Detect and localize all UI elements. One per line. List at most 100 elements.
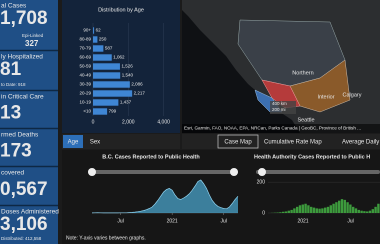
bar [335, 202, 338, 213]
bar [363, 211, 366, 213]
slider-handle[interactable] [88, 168, 96, 176]
bar [329, 205, 332, 213]
tab-active [217, 134, 259, 149]
bar [93, 54, 112, 61]
note: Note: Y-axis varies between graphs. [66, 235, 146, 241]
map-labels: Northern Interior Calgary Seattle 400 km200 … [184, 70, 362, 130]
age-chart: Distribution by Age 0 2,000 4,000 90+ 62 80-89… [79, 7, 170, 125]
bar [357, 209, 360, 213]
bar [340, 199, 344, 213]
tab[interactable]: Cumulative Rate Map [264, 140, 322, 146]
age-tabs: Age Sex [63, 135, 100, 148]
y-tick-label: 60-69 [79, 55, 91, 60]
tab[interactable]: Sex [90, 140, 100, 146]
x-tick-label: 4,000 [157, 119, 170, 125]
bar [352, 206, 355, 213]
bar [371, 209, 374, 213]
bar [366, 211, 369, 213]
bar [315, 208, 318, 213]
x-tick-label: 0 [92, 119, 95, 125]
x-tick-label: Jul [347, 218, 353, 224]
ha-cases-chart: Health Authority Cases Reported to Publi… [254, 154, 380, 224]
stat-sub-label: Distributed: 412,558 [1, 236, 42, 241]
bar [93, 72, 121, 79]
data-label: 2,217 [134, 91, 146, 96]
scale-label: 400 km [272, 101, 287, 106]
bar [338, 200, 341, 213]
stat-label: ly Hospitalized [1, 54, 43, 61]
area [92, 180, 238, 213]
data-label: 1,540 [122, 73, 134, 78]
bar [346, 202, 349, 213]
charts-panel [62, 150, 380, 244]
data-label: 799 [109, 109, 117, 114]
stat-label: al Cases [1, 3, 27, 10]
bar [93, 90, 133, 97]
bar [343, 199, 346, 213]
slider-left[interactable] [88, 168, 238, 176]
y-tick-label: 0 [262, 210, 265, 216]
attribution: Esri, Garmin, FAO, NOAA, EPA, NRCan, Par… [184, 126, 361, 131]
map-tabs: Case Map Cumulative Rate Map Average Daily… [217, 134, 380, 149]
bc-cases-chart: B.C. Cases Reported to Public Health Jul 2… [91, 154, 239, 224]
bar [290, 209, 293, 213]
bar [287, 210, 290, 213]
bar [332, 203, 335, 213]
data-label: 1,062 [113, 55, 125, 60]
map-tab-bar [182, 134, 380, 149]
attribution-bar [182, 124, 380, 133]
bar [304, 203, 307, 213]
map-label: Calgary [343, 92, 362, 98]
bar [279, 212, 282, 213]
tab[interactable]: Average Daily Rate Map [342, 140, 380, 146]
y-tick-label: 70-79 [79, 46, 91, 51]
y-tick-label: 80-89 [79, 37, 91, 42]
data-label: 1,437 [120, 100, 132, 105]
bar [321, 208, 324, 213]
bar [310, 206, 313, 213]
chart-title: B.C. Cases Reported to Public Health [102, 154, 200, 160]
bar [93, 63, 120, 70]
bar [93, 99, 119, 106]
slider-right[interactable] [256, 168, 380, 176]
stat-label: covered [1, 170, 25, 177]
bar [298, 205, 302, 213]
x-tick-label: 2021 [297, 218, 308, 224]
stat-value: 81 [0, 59, 22, 80]
y-tick-label: 30-39 [79, 82, 91, 87]
stat-sub-value: 327 [25, 39, 39, 48]
x-tick-label: 2021 [167, 218, 178, 224]
x-tick-label: Jul [220, 218, 226, 224]
stat-value: 3,106 [0, 214, 48, 235]
age-tab-bar [62, 134, 180, 149]
stat-value: 0,567 [0, 179, 48, 200]
map-label: Seattle [297, 117, 314, 123]
bar [354, 208, 358, 213]
y-tick-label: <10 [83, 109, 91, 114]
scale-label: 200 mi [272, 107, 286, 112]
x-tick-label: 2,000 [122, 119, 135, 125]
slider-handle[interactable] [230, 168, 238, 176]
bar [312, 207, 316, 213]
bar [301, 204, 304, 213]
bar [324, 207, 327, 213]
x-tick-label: Jul [117, 218, 123, 224]
bar [368, 210, 372, 213]
tab[interactable]: Case Map [224, 140, 252, 146]
bar [374, 206, 377, 213]
bar [93, 81, 130, 88]
scale-box [270, 101, 296, 114]
bar [296, 206, 299, 213]
tab[interactable]: Age [68, 140, 79, 146]
stat-label: in Critical Care [1, 94, 44, 101]
y-tick-label: 50-59 [79, 64, 91, 69]
slider-handle[interactable] [258, 168, 266, 176]
stat-sub-label: Epi-Linked [22, 33, 44, 38]
chart-title: Health Authority Cases Reported to Publi… [254, 154, 370, 160]
age-panel [62, 0, 180, 133]
y-tick-label: 20-29 [79, 91, 91, 96]
y-tick-label: 10-19 [79, 100, 91, 105]
bar [293, 208, 296, 213]
